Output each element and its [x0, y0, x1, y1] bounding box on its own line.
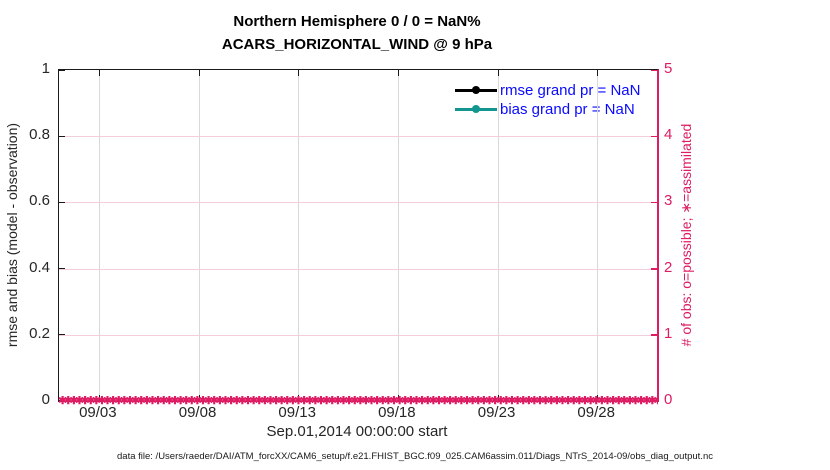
y-tick-mark-left — [59, 69, 65, 71]
horizontal-gridline — [59, 136, 657, 138]
vertical-gridline — [397, 70, 399, 401]
data-file-note: data file: /Users/raeder/DAI/ATM_forcXX/… — [117, 451, 713, 462]
x-tick-mark-top — [198, 70, 200, 76]
left-axis-label: rmse and bias (model - observation) — [4, 122, 20, 348]
right-tick-label: 0 — [664, 391, 673, 408]
x-tick-label: 09/03 — [79, 404, 117, 421]
vertical-gridline — [497, 70, 499, 401]
left-tick-label: 0.8 — [29, 126, 50, 144]
horizontal-gridline — [59, 334, 657, 336]
y-tick-mark-right — [651, 135, 657, 138]
x-tick-label: 09/08 — [178, 404, 217, 421]
legend-row-bias: bias grand pr = NaN — [455, 100, 640, 119]
bias-marker-dot — [472, 105, 480, 114]
horizontal-gridline — [59, 202, 657, 204]
y-tick-mark-left — [59, 201, 65, 203]
x-axis-label: Sep.01,2014 00:00:00 start — [266, 423, 448, 440]
y-tick-mark-left — [59, 135, 65, 137]
right-tick-label: 2 — [664, 258, 673, 276]
x-tick-mark-top — [597, 70, 599, 76]
x-tick-label: 09/18 — [378, 404, 416, 421]
left-tick-label: 0.2 — [29, 324, 50, 342]
left-tick-label: 1 — [41, 60, 50, 77]
legend-row-rmse: rmse grand pr = NaN — [455, 81, 640, 100]
right-tick-label: 5 — [664, 60, 673, 77]
x-tick-label: 09/13 — [278, 404, 316, 421]
x-tick-mark-bottom — [98, 395, 100, 401]
horizontal-gridline — [59, 268, 657, 270]
x-tick-mark-top — [298, 70, 300, 76]
left-tick-label: 0 — [41, 391, 50, 408]
x-tick-mark-bottom — [397, 395, 399, 401]
vertical-gridline — [98, 70, 100, 401]
x-tick-label: 09/23 — [477, 404, 516, 421]
vertical-gridline — [198, 70, 200, 401]
right-axis-label: # of obs: o=possible; ∗=assimilated — [678, 123, 694, 347]
y-tick-mark-left — [59, 400, 65, 401]
y-tick-mark-left — [59, 334, 65, 336]
chart-title: Northern Hemisphere 0 / 0 = NaN% — [233, 13, 481, 30]
x-tick-mark-top — [497, 70, 499, 76]
x-tick-mark-bottom — [597, 395, 599, 401]
x-tick-mark-bottom — [198, 395, 200, 401]
y-tick-mark-left — [59, 268, 65, 270]
vertical-gridline — [597, 70, 599, 401]
x-tick-mark-bottom — [298, 395, 300, 401]
legend: rmse grand pr = NaN bias grand pr = NaN — [455, 81, 640, 119]
rmse-line-swatch — [455, 86, 497, 95]
right-tick-label: 3 — [664, 192, 673, 210]
assimilated-markers-band: ✱✱✱✱✱✱✱✱✱✱✱✱✱✱✱✱✱✱✱✱✱✱✱✱✱✱✱✱✱✱✱✱✱✱✱✱✱✱✱✱… — [58, 395, 658, 407]
rmse-marker-dot — [472, 86, 480, 95]
y-tick-mark-right — [651, 201, 657, 204]
chart-subtitle: ACARS_HORIZONTAL_WIND @ 9 hPa — [221, 36, 493, 53]
right-tick-label: 1 — [664, 324, 673, 342]
x-tick-mark-bottom — [497, 395, 499, 401]
x-tick-mark-top — [397, 70, 399, 76]
y-tick-mark-right — [651, 400, 657, 402]
x-tick-label: 09/28 — [577, 404, 615, 421]
right-tick-label: 4 — [664, 126, 673, 144]
legend-label-bias: bias grand pr = NaN — [500, 101, 635, 118]
plot-area: rmse grand pr = NaN bias grand pr = NaN … — [58, 69, 659, 406]
left-tick-label: 0.4 — [29, 258, 50, 276]
left-tick-label: 0.6 — [29, 192, 50, 210]
vertical-gridline — [298, 70, 300, 401]
y-tick-mark-right — [651, 69, 657, 71]
y-tick-mark-right — [651, 334, 657, 336]
y-tick-mark-right — [651, 268, 657, 270]
x-tick-mark-top — [98, 70, 100, 76]
bias-line-swatch — [455, 105, 497, 114]
legend-label-rmse: rmse grand pr = NaN — [500, 82, 641, 99]
